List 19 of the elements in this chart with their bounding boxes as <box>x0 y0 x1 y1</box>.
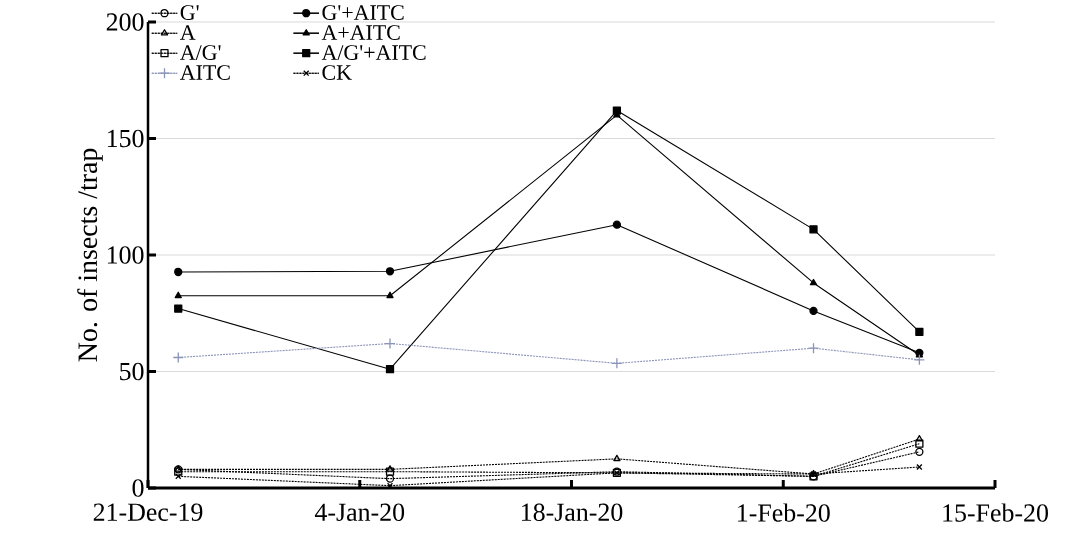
x-tick-label: 21-Dec-19 <box>93 503 203 521</box>
x-tick-label: 15-Feb-20 <box>943 503 1048 522</box>
legend-label: G'+AITC <box>322 5 404 20</box>
y-tick-label: 50 <box>120 362 144 381</box>
y-tick-label: 0 <box>132 479 144 497</box>
legend-label: AITC <box>180 65 230 80</box>
legend-label: A <box>180 25 196 40</box>
y-axis-title: No. of insects /trap <box>77 148 103 362</box>
y-tick-label: 150 <box>107 129 144 148</box>
legend-label: A/G'+AITC <box>321 45 426 60</box>
x-tick-label: 18-Jan-20 <box>522 503 623 521</box>
x-tick-label: 4-Jan-20 <box>314 503 405 521</box>
y-tick-label: 100 <box>107 246 144 264</box>
x-tick-label: 1-Feb-20 <box>738 503 830 522</box>
legend-label: CK <box>322 65 352 80</box>
y-tick-label: 200 <box>106 13 144 31</box>
legend-label: A+AITC <box>321 25 400 40</box>
legend-label: A/G' <box>180 45 221 60</box>
legend-label: G' <box>180 5 199 20</box>
